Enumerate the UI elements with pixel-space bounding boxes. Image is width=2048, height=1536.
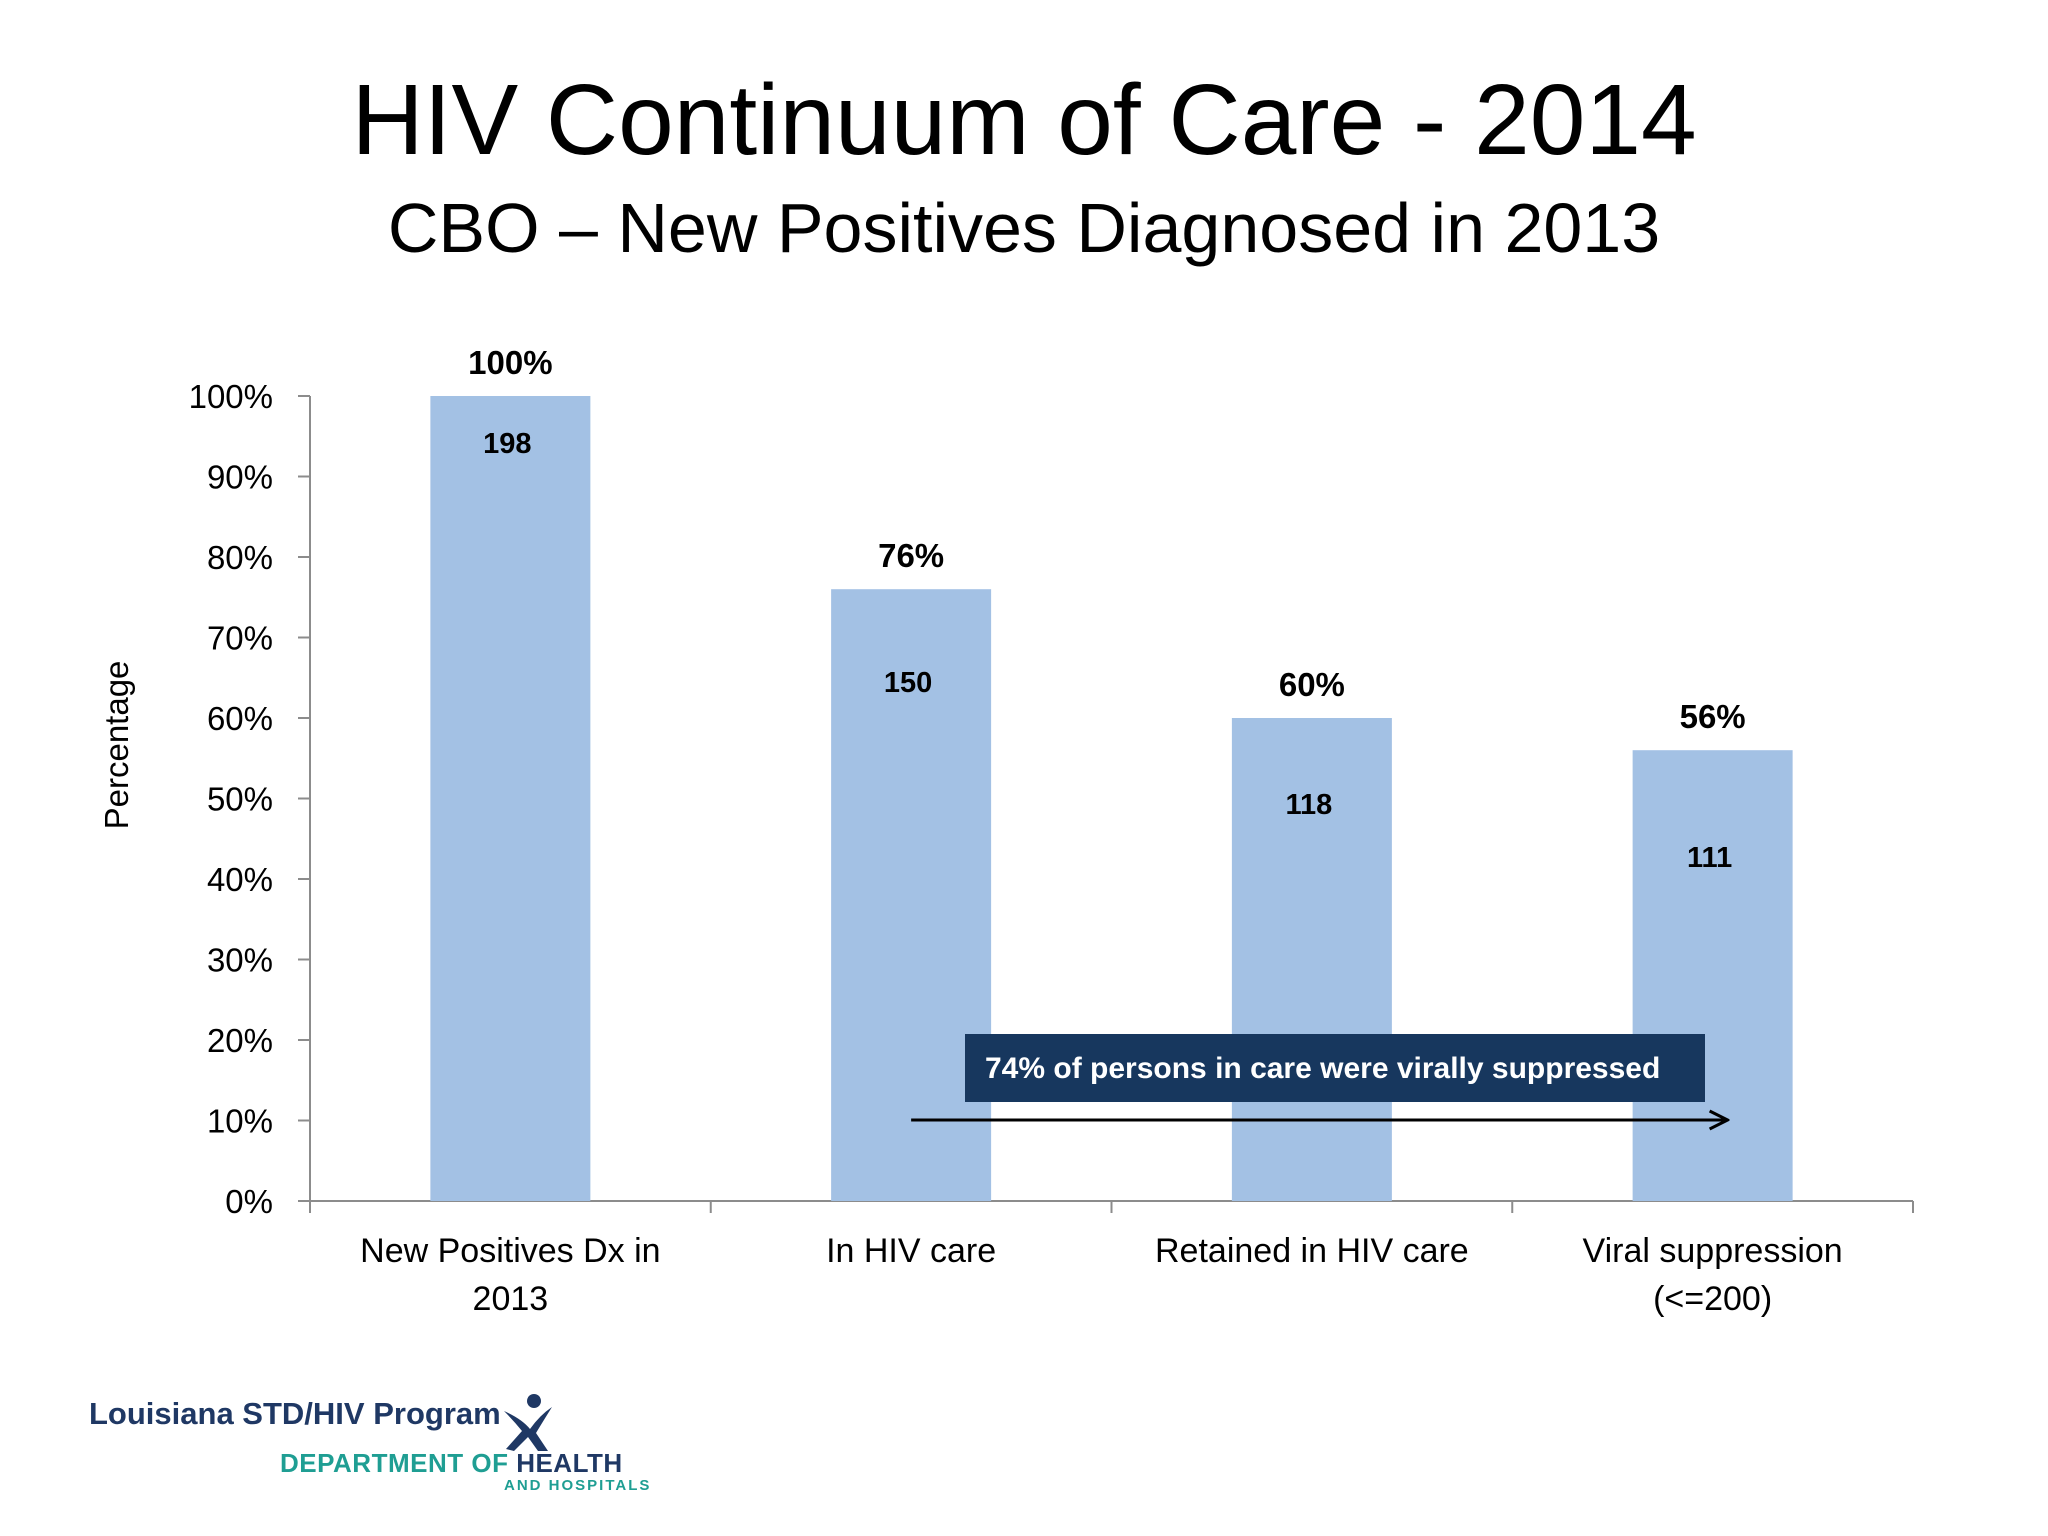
x-tick-label: 2013 bbox=[473, 1280, 549, 1318]
x-tick-label: Viral suppression bbox=[1583, 1232, 1843, 1270]
y-tick-label: 80% bbox=[207, 539, 273, 576]
x-tick-label: (<=200) bbox=[1653, 1280, 1772, 1318]
bar-value-label: 76% bbox=[878, 537, 944, 574]
bar-count-label: 118 bbox=[1285, 789, 1332, 821]
y-tick-label: 50% bbox=[207, 781, 273, 818]
y-tick-label: 20% bbox=[207, 1022, 273, 1059]
bar-value-label: 56% bbox=[1680, 698, 1746, 735]
bar bbox=[1632, 750, 1793, 1201]
y-tick-label: 40% bbox=[207, 861, 273, 898]
bar-count-label: 111 bbox=[1687, 842, 1732, 874]
footer-program-name: Louisiana STD/HIV Program bbox=[89, 1396, 501, 1431]
y-tick-label: 0% bbox=[225, 1183, 273, 1220]
y-tick-label: 90% bbox=[207, 459, 273, 496]
dhh-person-logo-icon bbox=[504, 1394, 552, 1451]
y-tick-label: 60% bbox=[207, 700, 273, 737]
annotation-box bbox=[965, 1034, 1705, 1102]
y-tick-label: 100% bbox=[189, 378, 273, 415]
y-tick-label: 70% bbox=[207, 620, 273, 657]
y-tick-label: 10% bbox=[207, 1103, 273, 1140]
footer-department-subtitle: AND HOSPITALS bbox=[504, 1477, 652, 1494]
footer-department-highlight: HEALTH bbox=[516, 1448, 623, 1478]
x-tick-label: New Positives Dx in bbox=[360, 1232, 660, 1270]
bar-count-label: 150 bbox=[884, 667, 932, 699]
bar-count-label: 198 bbox=[483, 428, 531, 460]
slide-subtitle: CBO – New Positives Diagnosed in 2013 bbox=[387, 189, 1661, 267]
footer-department: DEPARTMENT OF HEALTH bbox=[280, 1448, 623, 1479]
y-axis-title: Percentage bbox=[98, 661, 135, 830]
y-tick-label: 30% bbox=[207, 942, 273, 979]
bar-value-label: 100% bbox=[468, 344, 552, 381]
x-tick-label: In HIV care bbox=[826, 1232, 996, 1270]
bar-value-label: 60% bbox=[1279, 666, 1345, 703]
annotation-text: 74% of persons in care were virally supp… bbox=[985, 1052, 1660, 1085]
bar bbox=[430, 396, 591, 1201]
slide-title: HIV Continuum of Care - 2014 bbox=[351, 64, 1697, 176]
footer-department-prefix: DEPARTMENT OF bbox=[280, 1448, 509, 1478]
x-tick-label: Retained in HIV care bbox=[1155, 1232, 1469, 1270]
bar bbox=[831, 589, 992, 1201]
